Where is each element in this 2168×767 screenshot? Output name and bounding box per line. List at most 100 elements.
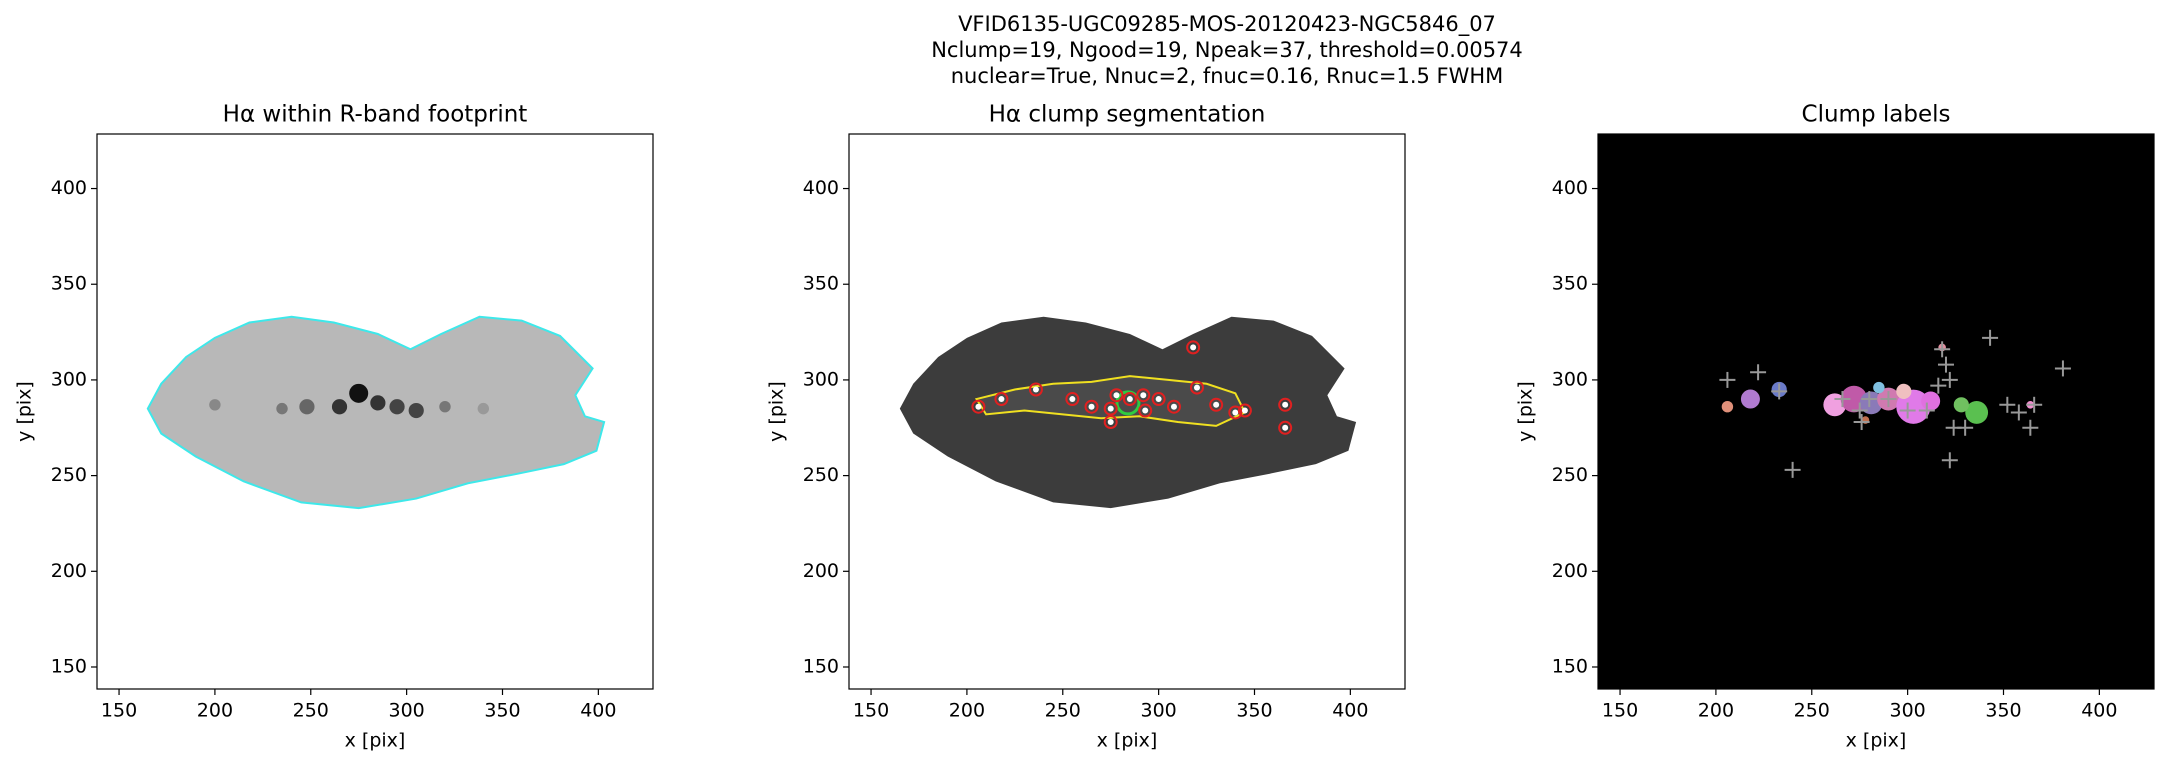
x-tick-label: 250 [1045,700,1081,722]
axes-title: Clump labels [1802,102,1951,128]
clump [1278,420,1293,435]
y-tick-label: 350 [51,273,87,295]
hii-region [331,399,348,415]
x-tick-label: 200 [1698,700,1734,722]
clump [1109,388,1124,403]
image [146,315,606,510]
y-axis-label: y [pix] [14,381,36,442]
hii-region [477,402,490,415]
panel: 150 200 250 300 350 400 150 200 250 300 350 400 Hα w… [14,102,654,752]
x-tick-label: 350 [484,700,520,722]
peak [1107,405,1114,412]
peak [1126,396,1133,403]
x-tick-label: 300 [1890,700,1926,722]
clump [1136,388,1151,403]
clump-label [1921,391,1941,411]
clump [1151,392,1166,407]
y-tick-label: 250 [803,464,839,486]
panel: 150 200 250 300 350 400 150 200 250 300 350 400 Hα c… [766,102,1406,752]
clump [1186,340,1201,355]
clump [1166,399,1181,414]
x-tick-label: 350 [1236,700,1272,722]
x-tick-label: 150 [101,700,137,722]
clump [1237,403,1252,418]
hii-region [349,383,369,403]
clump [994,392,1009,407]
hii-region [439,401,451,413]
clump [1138,403,1153,418]
y-tick-label: 300 [1552,368,1588,390]
peak [1190,344,1197,351]
peak [975,403,982,410]
y-tick-label: 300 [803,368,839,390]
axes-title: Hα within R-band footprint [223,102,528,128]
hii-region [276,402,288,415]
hii-region [209,399,221,411]
y-axis-label: y [pix] [1515,381,1537,442]
x-tick-label: 200 [949,700,985,722]
peak [998,396,1005,403]
y-tick-label: 250 [1552,464,1588,486]
x-tick-label: 400 [2081,700,2117,722]
y-tick-label: 300 [51,368,87,390]
peak [1032,386,1039,393]
y-tick-label: 400 [1552,177,1588,199]
peak [1241,407,1248,414]
y-tick-label: 350 [803,273,839,295]
x-axis-label: x [pix] [1846,730,1907,752]
x-tick-label: 300 [1141,700,1177,722]
peak [1142,407,1149,414]
peak [1088,403,1095,410]
axes-frame [96,133,654,690]
x-axis-label: x [pix] [1097,730,1158,752]
y-tick-label: 250 [51,464,87,486]
hii-region [370,395,386,411]
peak [1193,384,1200,391]
clump [1065,392,1080,407]
clump [1084,399,1099,414]
clump-label [1896,383,1912,400]
clump-label [1965,401,1989,424]
galaxy [146,315,606,510]
x-axis-label: x [pix] [345,730,406,752]
peak [1170,403,1177,410]
peak [1113,392,1120,399]
y-tick-label: 150 [803,655,839,677]
clump [1278,397,1293,412]
x-tick-label: 200 [197,700,233,722]
figure-title: VFID6135-UGC09285-MOS-20120423-NGC5846_0… [958,12,1496,37]
x-tick-label: 150 [1602,700,1638,722]
clump [971,399,986,414]
x-tick-label: 400 [580,700,616,722]
y-tick-label: 400 [51,177,87,199]
x-tick-label: 250 [1794,700,1830,722]
clump [1028,382,1043,397]
x-tick-label: 150 [853,700,889,722]
image [899,316,1357,509]
y-tick-label: 200 [51,560,87,582]
y-tick-label: 350 [1552,273,1588,295]
peak [1140,392,1147,399]
clump [1209,397,1224,412]
peak [1107,419,1114,426]
hii-region [408,402,424,419]
peak [1069,396,1076,403]
peak [1232,409,1239,416]
nucleus [1115,390,1141,416]
hii-region [299,399,315,415]
image [1598,134,2154,689]
figure-title: Nclump=19, Ngood=19, Npeak=37, threshold… [931,38,1523,62]
y-tick-label: 150 [51,655,87,677]
x-tick-label: 400 [1332,700,1368,722]
figure-title: nuclear=True, Nnuc=2, fnuc=0.16, Rnuc=1.… [951,64,1504,88]
x-tick-label: 250 [293,700,329,722]
x-tick-label: 300 [389,700,425,722]
clump [1103,415,1118,430]
clump [1122,392,1137,407]
peak [1282,424,1289,431]
clump [1103,401,1118,416]
peak [1282,401,1289,408]
clump [1189,380,1204,395]
x-tick-label: 350 [1985,700,2021,722]
